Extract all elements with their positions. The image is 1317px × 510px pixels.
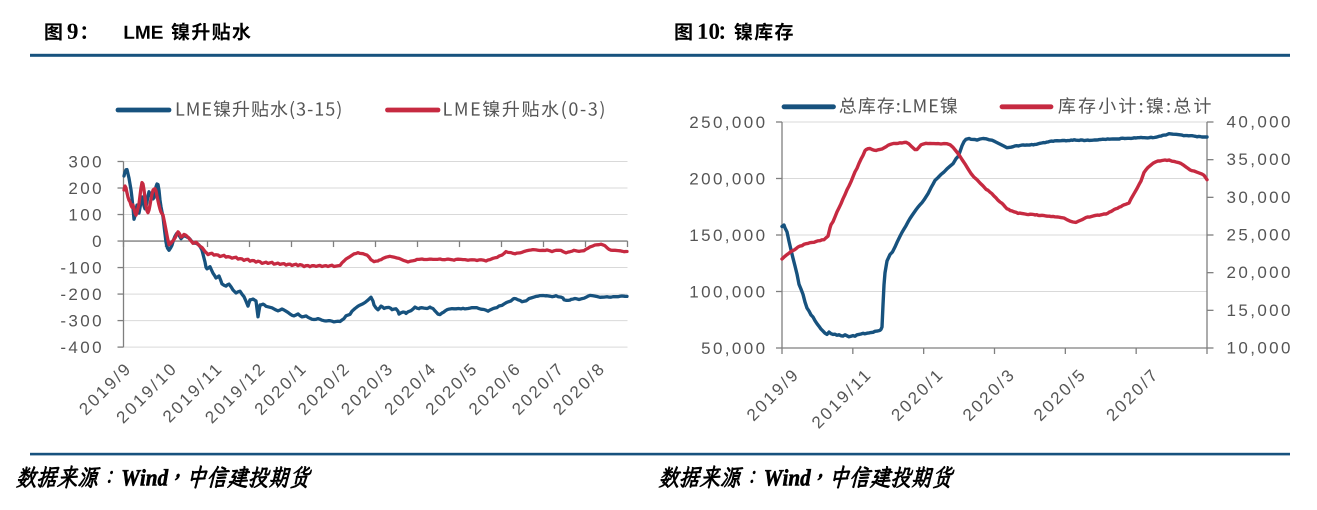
svg-text:15,000: 15,000	[1227, 301, 1293, 320]
svg-text:20,000: 20,000	[1227, 263, 1293, 282]
svg-text:35,000: 35,000	[1227, 150, 1293, 169]
svg-text:2020/5: 2020/5	[1030, 364, 1090, 424]
svg-text:-300: -300	[60, 311, 104, 330]
svg-text:2019/9: 2019/9	[743, 364, 803, 424]
svg-text:2020/3: 2020/3	[959, 364, 1019, 424]
svg-text:200,000: 200,000	[689, 169, 767, 188]
svg-text:0: 0	[92, 232, 104, 251]
svg-text:200: 200	[68, 179, 104, 198]
svg-text:30,000: 30,000	[1227, 188, 1293, 207]
svg-text:40,000: 40,000	[1227, 113, 1293, 132]
svg-text:2019/11: 2019/11	[808, 364, 876, 432]
svg-text:250,000: 250,000	[689, 113, 767, 132]
svg-text:100: 100	[68, 205, 104, 224]
svg-text:100,000: 100,000	[689, 282, 767, 301]
svg-text:-100: -100	[60, 258, 104, 277]
svg-text:2020/1: 2020/1	[888, 364, 948, 424]
svg-text:50,000: 50,000	[701, 339, 767, 358]
svg-text:-200: -200	[60, 285, 104, 304]
svg-text:-400: -400	[60, 338, 104, 357]
svg-text:300: 300	[68, 152, 104, 171]
svg-text:150,000: 150,000	[689, 226, 767, 245]
svg-text:10,000: 10,000	[1227, 339, 1293, 358]
svg-text:25,000: 25,000	[1227, 226, 1293, 245]
svg-text:2020/7: 2020/7	[1103, 364, 1163, 424]
